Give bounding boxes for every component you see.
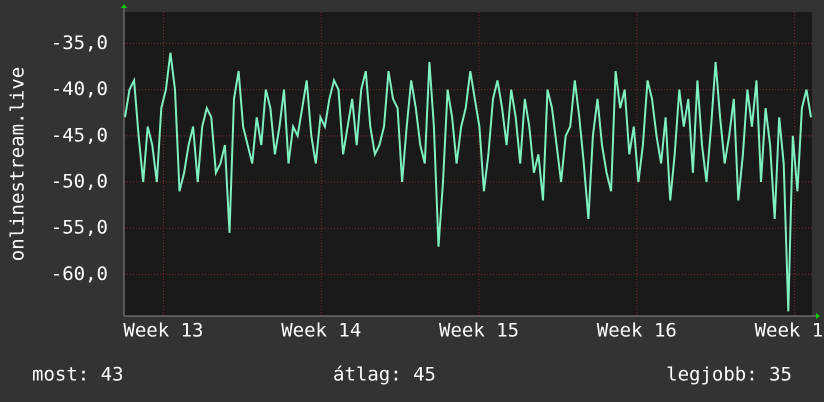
y-arrow bbox=[121, 4, 127, 8]
footer-best: legjobb: 35 bbox=[666, 364, 792, 386]
x-tick-label: Week 14 bbox=[281, 320, 361, 342]
y-tick-label: -35,0 bbox=[51, 32, 108, 54]
y-tick-label: -55,0 bbox=[51, 217, 108, 239]
x-tick-label: Week 13 bbox=[123, 320, 203, 342]
y-axis-label: onlinestream.live bbox=[7, 67, 29, 261]
footer-average: átlag: 45 bbox=[333, 364, 436, 386]
x-tick-label: Week 16 bbox=[597, 320, 677, 342]
x-tick-label: Week 17 bbox=[755, 320, 824, 342]
x-tick-label: Week 15 bbox=[439, 320, 519, 342]
y-tick-label: -40,0 bbox=[51, 78, 108, 100]
y-tick-label: -45,0 bbox=[51, 124, 108, 146]
y-tick-label: -50,0 bbox=[51, 171, 108, 193]
y-tick-label: -60,0 bbox=[51, 263, 108, 285]
footer-current: most: 43 bbox=[32, 364, 124, 386]
data-line bbox=[124, 52, 812, 312]
x-arrow bbox=[816, 313, 820, 319]
plot-area bbox=[124, 12, 812, 316]
